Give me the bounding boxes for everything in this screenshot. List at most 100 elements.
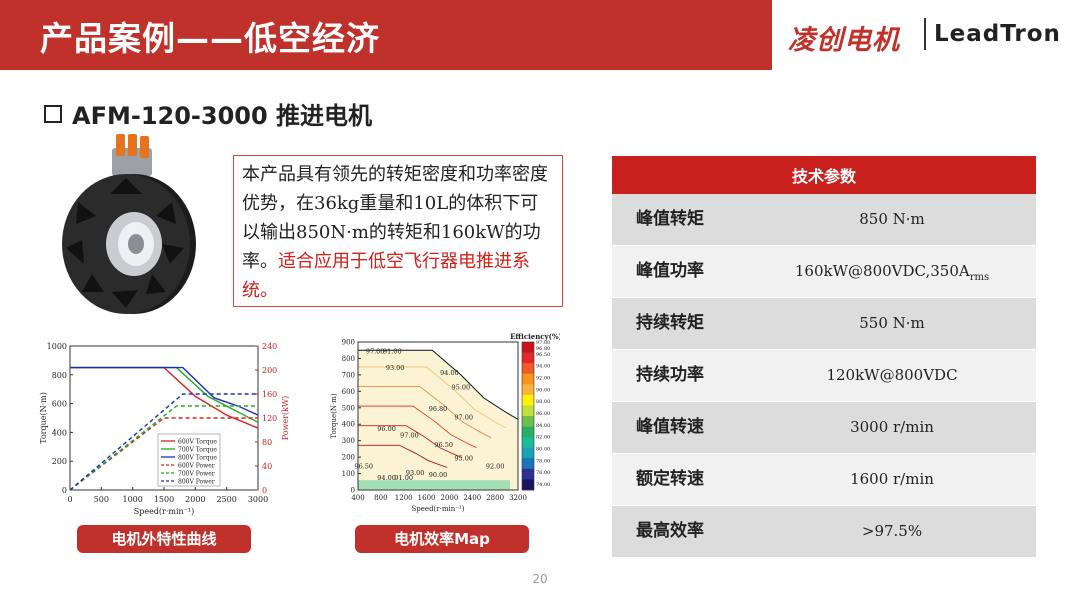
colorbar-segment: [522, 426, 534, 438]
y-right-tick-label: 40: [262, 462, 272, 471]
description-highlight: 适合应用于低空飞行器电推进系统。: [242, 251, 530, 301]
colorbar-tick-label: 74.00: [536, 482, 550, 488]
brand-name-en: LeadTron: [934, 21, 1061, 47]
spec-label: 峰值功率: [636, 261, 704, 281]
y-tick-label: 100: [342, 470, 355, 478]
legend-label: 800V Torque: [178, 455, 217, 462]
colorbar-frame: [521, 341, 535, 491]
y-right-tick-label: 200: [262, 366, 277, 375]
x-tick-label: 3200: [509, 494, 527, 502]
x-tick-label: 2400: [463, 494, 481, 502]
colorbar-tick-label: 78.00: [536, 458, 550, 464]
spec-value: 160kW@800VDC,350Arms: [752, 246, 1032, 303]
colorbar-segment: [522, 342, 534, 353]
low-torque-band: [358, 480, 510, 490]
contour-line: [358, 366, 506, 429]
contour-label: 95.00: [454, 454, 473, 462]
x-tick-label: 2000: [185, 495, 205, 504]
table-row: 持续功率 120kW@800VDC: [612, 350, 1036, 402]
legend-box: [157, 433, 221, 487]
x-tick-label: 2500: [216, 495, 236, 504]
y-right-axis-label: Power(kW): [281, 396, 290, 441]
contour-label: 92.00: [486, 463, 505, 471]
brand-divider: [924, 18, 926, 50]
y-tick-label: 800: [342, 355, 355, 363]
colorbar-title: Efficiency(%): [510, 332, 560, 341]
series-line: [69, 405, 258, 491]
contour-label: 97.00: [454, 413, 473, 421]
legend-label: 600V Torque: [178, 439, 217, 446]
contour-label: 93.00: [386, 364, 405, 372]
legend-label: 700V Torque: [178, 447, 217, 454]
caption-efficiency-chart: 电机效率Map: [355, 525, 529, 553]
contour-label: 93.00: [406, 469, 425, 477]
efficiency-map-chart: 400 800 1200 1600 2000 2400 2800 3200 0 100 200 300…: [330, 332, 560, 513]
legend-label: 700V Power: [178, 471, 215, 478]
y-right-tick-label: 0: [262, 486, 267, 495]
colorbar-segment: [522, 437, 534, 449]
y-right-tick-label: 120: [262, 414, 277, 423]
header-bar: 产品案例——低空经济: [0, 0, 772, 70]
contour-line: [358, 425, 463, 458]
section-subtitle: AFM-120-3000 推进电机: [44, 96, 372, 131]
y-tick-label: 500: [342, 404, 355, 412]
table-row: 峰值转矩 850 N·m: [612, 194, 1036, 246]
page-number: 20: [532, 572, 548, 586]
contour-label: 91.00: [394, 474, 413, 482]
y-tick-label: 200: [52, 457, 67, 466]
spec-label: 最高效率: [636, 521, 704, 541]
colorbar-tick-label: 90.00: [536, 387, 550, 393]
contour-label: 94.00: [440, 369, 459, 377]
colorbar-tick-label: 84.00: [536, 423, 550, 429]
y-tick-label: 0: [62, 486, 67, 495]
x-axis-label: Speed(r·min⁻¹): [134, 507, 195, 516]
specs-table: 技术参数 峰值转矩 850 N·m 峰值功率 160kW@800VDC,350Arm…: [612, 156, 1036, 558]
series-line: [70, 366, 259, 416]
y-right-tick-label: 80: [262, 438, 272, 447]
colorbar-tick-label: 94.00: [536, 364, 550, 370]
spec-value: 1600 r/min: [850, 470, 934, 488]
contour-label: 91.00: [383, 348, 402, 356]
y-tick-label: 0: [351, 487, 355, 495]
table-row: 额定转速 1600 r/min: [612, 454, 1036, 506]
square-bullet-icon: [44, 105, 62, 123]
spec-label: 额定转速: [636, 469, 704, 489]
x-tick-label: 1600: [418, 494, 436, 502]
contour-line: [358, 386, 492, 439]
contour-label: 96.50: [354, 463, 373, 471]
colorbar-segment: [522, 447, 534, 459]
contour-label: 97.00: [366, 348, 385, 356]
motor-image: [62, 134, 196, 314]
contour-label: 96.80: [429, 405, 448, 413]
y-tick-label: 400: [52, 428, 67, 437]
spec-label: 持续转矩: [636, 313, 704, 333]
colorbar-segment: [522, 394, 534, 406]
y-right-tick-label: 160: [262, 390, 277, 399]
y-right-tick-label: 240: [262, 342, 277, 351]
table-row: 持续转矩 550 N·m: [612, 298, 1036, 350]
colorbar-tick-label: 76.00: [536, 470, 550, 476]
specs-table-header: 技术参数: [612, 156, 1036, 194]
x-tick-label: 800: [374, 494, 387, 502]
spec-value: >97.5%: [861, 522, 923, 540]
colorbar-segment: [522, 468, 534, 480]
colorbar-segment: [522, 373, 534, 385]
x-tick-label: 1200: [395, 494, 413, 502]
colorbar-tick-label: 82.00: [536, 435, 550, 441]
spec-label: 峰值转速: [636, 417, 704, 437]
colorbar-segment: [522, 405, 534, 417]
colorbar-tick-label: 96.50: [536, 352, 550, 358]
y-tick-label: 200: [342, 454, 355, 462]
colorbar-tick-label: 88.00: [536, 399, 550, 405]
x-tick-label: 2000: [441, 494, 459, 502]
spec-value: 120kW@800VDC: [826, 366, 958, 384]
colorbar-segment: [522, 352, 534, 364]
colorbar-segment: [522, 363, 534, 375]
colorbar-segment: [522, 416, 534, 427]
spec-label: 峰值转矩: [636, 209, 704, 229]
spec-label: 持续功率: [636, 365, 704, 385]
plot-frame: [357, 341, 519, 491]
colorbar-tick-label: 86.00: [536, 411, 550, 417]
table-row: 最高效率 >97.5%: [612, 506, 1036, 558]
spec-value-main: 160kW@800VDC,350A: [794, 262, 970, 280]
